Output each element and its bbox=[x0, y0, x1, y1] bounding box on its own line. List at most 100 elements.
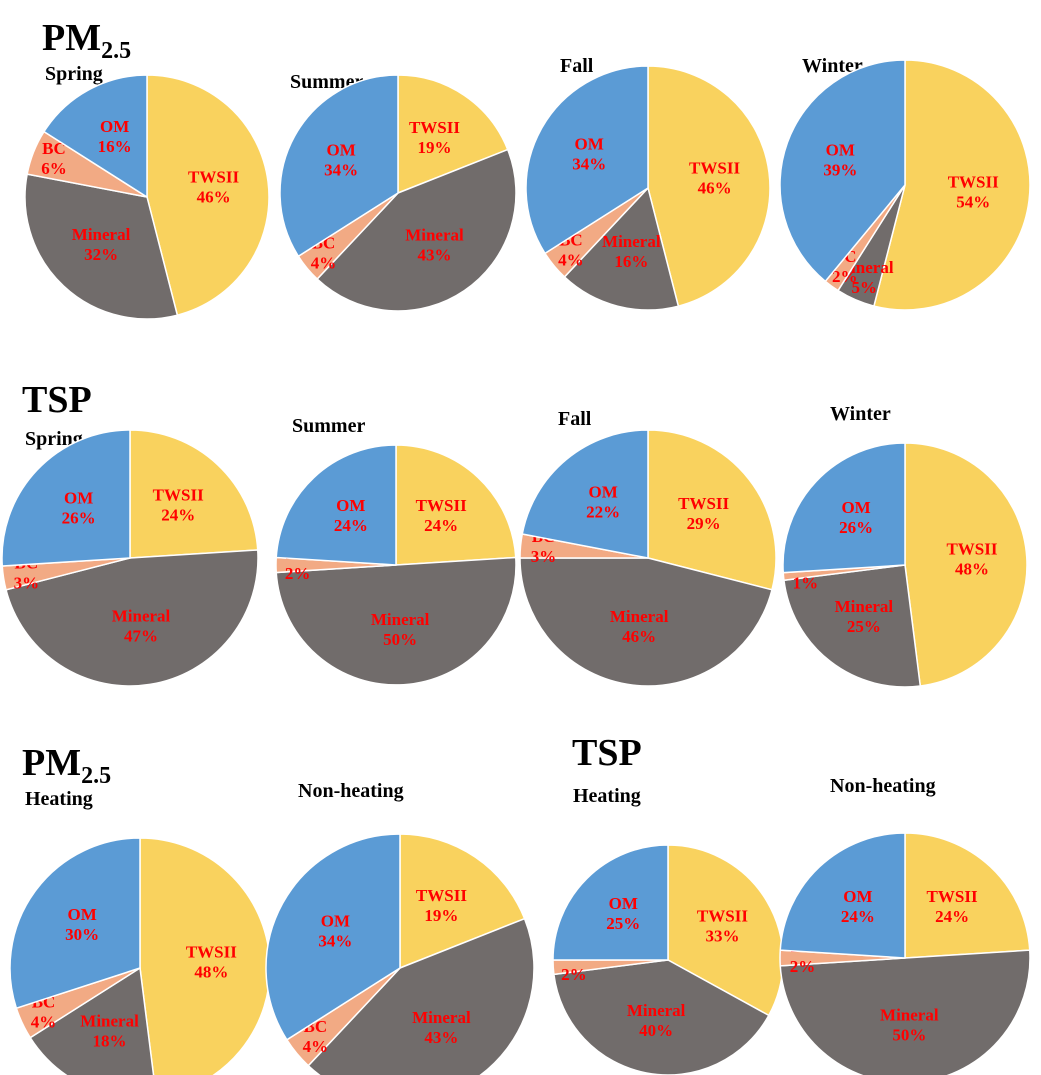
slice-value-label: 16% bbox=[98, 137, 132, 156]
slice-category-label: TWSII bbox=[186, 942, 237, 961]
slice-value-label: 19% bbox=[424, 906, 458, 925]
pie-slice bbox=[265, 833, 401, 1041]
slice-category-label: Mineral bbox=[627, 1001, 686, 1020]
slice-value-label: 25% bbox=[606, 914, 640, 933]
pie-slice bbox=[525, 65, 649, 255]
pie-slice bbox=[279, 74, 399, 258]
pie-slice bbox=[904, 442, 1028, 687]
slice-category-label: TWSII bbox=[416, 886, 467, 905]
heading-sub: 2.5 bbox=[101, 38, 131, 64]
slice-category-label: TWSII bbox=[678, 494, 729, 513]
slice-value-label: 46% bbox=[197, 187, 231, 206]
slice-value-label: 50% bbox=[892, 1026, 926, 1045]
slice-category-label: Mineral bbox=[80, 1012, 139, 1031]
pie-slice bbox=[316, 148, 517, 312]
pie-slice bbox=[307, 917, 535, 1075]
slice-value-label: 25% bbox=[847, 617, 881, 636]
pie-title: Fall bbox=[560, 55, 594, 77]
pie-slice bbox=[552, 844, 669, 961]
slice-value-label: 24% bbox=[935, 907, 969, 926]
slice-value-label: 2% bbox=[561, 965, 587, 984]
slice-value-label: 43% bbox=[417, 246, 451, 265]
slice-value-label: 26% bbox=[62, 509, 96, 528]
pie-slice bbox=[42, 74, 148, 199]
pie-title: Heating bbox=[573, 785, 641, 807]
slice-value-label: 40% bbox=[639, 1021, 673, 1040]
pie-title: Winter bbox=[802, 55, 863, 77]
slice-value-label: 24% bbox=[161, 506, 195, 525]
group-heading: TSP bbox=[572, 732, 642, 774]
slice-category-label: Mineral bbox=[602, 232, 661, 251]
pie-title: Spring bbox=[45, 63, 103, 85]
pie-title: Non-heating bbox=[830, 775, 936, 797]
slice-value-label: 43% bbox=[424, 1028, 458, 1047]
slice-value-label: 48% bbox=[955, 560, 989, 579]
pie-slice bbox=[275, 556, 517, 686]
slice-category-label: BC bbox=[42, 139, 66, 158]
pie-slice bbox=[9, 837, 141, 1010]
heading-sub: 2.5 bbox=[81, 763, 111, 789]
slice-value-label: 26% bbox=[839, 518, 873, 537]
slice-value-label: 16% bbox=[614, 252, 648, 271]
slice-category-label: TWSII bbox=[697, 907, 748, 926]
pie-slice bbox=[779, 949, 1031, 1075]
slice-value-label: 4% bbox=[558, 251, 584, 270]
pie-slice bbox=[667, 844, 784, 1017]
heading-main: TSP bbox=[22, 379, 92, 421]
slice-category-label: Mineral bbox=[405, 226, 464, 245]
pie-slice bbox=[146, 74, 270, 317]
slice-value-label: 4% bbox=[303, 1037, 329, 1056]
slice-category-label: OM bbox=[64, 489, 93, 508]
slice-value-label: 48% bbox=[194, 962, 228, 981]
slice-value-label: 30% bbox=[65, 925, 99, 944]
slice-value-label: 4% bbox=[31, 1012, 57, 1031]
slice-value-label: 5% bbox=[852, 278, 878, 297]
heading-main: PM bbox=[22, 742, 81, 784]
slice-value-label: 54% bbox=[956, 193, 990, 212]
slice-value-label: 33% bbox=[705, 927, 739, 946]
pie-slice bbox=[873, 59, 1031, 311]
pie-slice bbox=[519, 557, 773, 687]
slice-value-label: 1% bbox=[793, 573, 819, 592]
group-heading: TSP bbox=[22, 379, 92, 421]
slice-value-label: 24% bbox=[334, 516, 368, 535]
slice-category-label: OM bbox=[68, 905, 97, 924]
pie-slice bbox=[521, 429, 649, 559]
slice-value-label: 39% bbox=[823, 161, 857, 180]
pie-slice bbox=[399, 833, 526, 970]
slice-value-label: 2% bbox=[790, 957, 816, 976]
slice-value-label: 2% bbox=[832, 267, 858, 286]
slice-category-label: TWSII bbox=[416, 496, 467, 515]
slice-category-label: OM bbox=[588, 483, 617, 502]
slice-category-label: OM bbox=[336, 496, 365, 515]
slice-category-label: TWSII bbox=[948, 173, 999, 192]
pie-slice bbox=[779, 832, 906, 959]
pie-slice bbox=[782, 442, 906, 574]
slice-category-label: OM bbox=[826, 141, 855, 160]
slice-category-label: Mineral bbox=[835, 597, 894, 616]
pie-slice bbox=[647, 65, 771, 308]
slice-category-label: OM bbox=[609, 894, 638, 913]
slice-value-label: 24% bbox=[841, 907, 875, 926]
pie-slice bbox=[395, 444, 517, 566]
slice-value-label: 32% bbox=[84, 245, 118, 264]
slice-value-label: 50% bbox=[383, 630, 417, 649]
pie-slice bbox=[904, 832, 1031, 959]
pie-title: Non-heating bbox=[298, 780, 404, 802]
slice-category-label: OM bbox=[843, 887, 872, 906]
pie-title: Winter bbox=[830, 403, 891, 425]
slice-category-label: TWSII bbox=[689, 158, 740, 177]
slice-category-label: TWSII bbox=[188, 167, 239, 186]
slice-value-label: 3% bbox=[14, 573, 40, 592]
slice-category-label: Mineral bbox=[112, 606, 171, 625]
slice-category-label: TWSII bbox=[946, 540, 997, 559]
pie-slice bbox=[779, 59, 906, 283]
pie-title: Heating bbox=[25, 788, 93, 810]
pie-slice bbox=[1, 429, 131, 567]
pie-slice bbox=[563, 186, 680, 311]
slice-value-label: 2% bbox=[285, 564, 311, 583]
pie-title: Spring bbox=[25, 428, 83, 450]
slice-category-label: TWSII bbox=[153, 486, 204, 505]
pie-slice bbox=[5, 549, 259, 687]
